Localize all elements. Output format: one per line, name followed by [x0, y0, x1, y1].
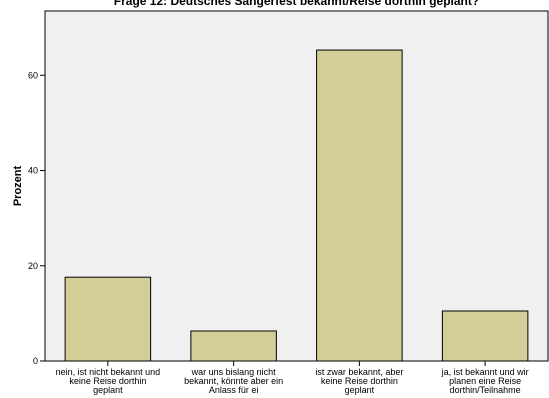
bars-group: [64, 49, 529, 362]
x-tick-label: ja, ist bekannt und wir planen eine Reise…: [441, 367, 529, 395]
x-tick-label-line: geplant: [345, 385, 375, 395]
y-tick-label: 60: [28, 70, 38, 80]
x-tick-label-line: ist zwar bekannt, aber: [315, 367, 403, 377]
bar-1: [64, 276, 152, 362]
x-tick-label-line: nein, ist nicht bekannt und: [56, 367, 161, 377]
y-tick-label: 0: [33, 356, 38, 366]
x-tick-label-line: planen eine Reise: [449, 376, 521, 386]
x-tick-label-line: Anlass für ei: [209, 385, 259, 395]
x-tick-label-line: dorthin/Teilnahme: [450, 385, 521, 395]
x-tick-label-line: bekannt, könnte aber ein: [184, 376, 283, 386]
x-tick-label-line: keine Reise dorthin: [69, 376, 146, 386]
bar-3: [316, 49, 403, 362]
x-tick-label: nein, ist nicht bekannt und keine Reise d…: [56, 367, 161, 395]
y-tick-label: 40: [28, 166, 38, 176]
x-tick-label-line: war uns bislang nicht: [191, 367, 277, 377]
x-tick-label-line: ja, ist bekannt und wir: [441, 367, 529, 377]
y-tick-label: 20: [28, 261, 38, 271]
x-tick-label-line: keine Reise dorthin: [321, 376, 398, 386]
y-axis: 0 20 40 60: [28, 70, 45, 366]
x-tick-label: war uns bislang nicht bekannt, könnte abe…: [184, 367, 283, 395]
x-axis: nein, ist nicht bekannt und keine Reise d…: [56, 361, 529, 395]
x-tick-label-line: geplant: [93, 385, 123, 395]
bar-2: [190, 330, 277, 362]
chart-title: Frage 12: Deutsches Sängerfest bekannt/R…: [113, 0, 480, 8]
x-tick-label: ist zwar bekannt, aber keine Reise dorthi…: [315, 367, 403, 395]
y-axis-label: Prozent: [12, 165, 24, 206]
bar-4: [441, 310, 529, 362]
